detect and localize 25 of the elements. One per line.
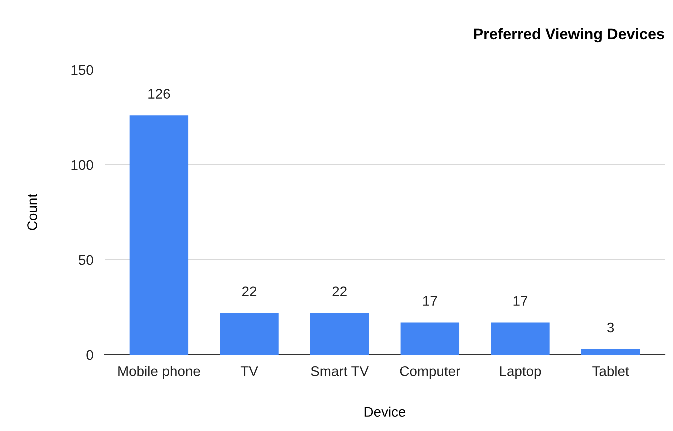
x-tick-label: TV bbox=[240, 366, 258, 376]
data-label: 22 bbox=[242, 286, 257, 296]
y-tick-label: 50 bbox=[78, 255, 94, 266]
bar bbox=[491, 322, 550, 355]
x-tick-label: Laptop bbox=[500, 366, 542, 380]
x-tick-label: Smart TV bbox=[311, 366, 369, 376]
y-axis-title: Count bbox=[28, 194, 38, 230]
x-tick-label: Mobile phone bbox=[118, 366, 200, 380]
y-tick-label: 0 bbox=[86, 350, 94, 360]
data-label: 17 bbox=[514, 296, 528, 306]
bar bbox=[130, 116, 189, 355]
bar bbox=[220, 313, 279, 355]
data-label: 22 bbox=[332, 286, 347, 296]
data-label: 3 bbox=[607, 322, 614, 333]
bar bbox=[581, 349, 640, 355]
x-tick-label: Computer bbox=[400, 366, 460, 380]
bar bbox=[400, 322, 460, 355]
y-tick-label: 150 bbox=[72, 65, 94, 76]
bar bbox=[310, 313, 370, 355]
data-label: 17 bbox=[423, 296, 438, 306]
data-label: 126 bbox=[148, 89, 170, 99]
chart-title: Preferred Viewing Devices bbox=[474, 28, 664, 43]
y-tick-label: 100 bbox=[72, 160, 94, 170]
x-axis-title: Device bbox=[364, 406, 406, 418]
x-tick-label: Tablet bbox=[592, 366, 630, 376]
